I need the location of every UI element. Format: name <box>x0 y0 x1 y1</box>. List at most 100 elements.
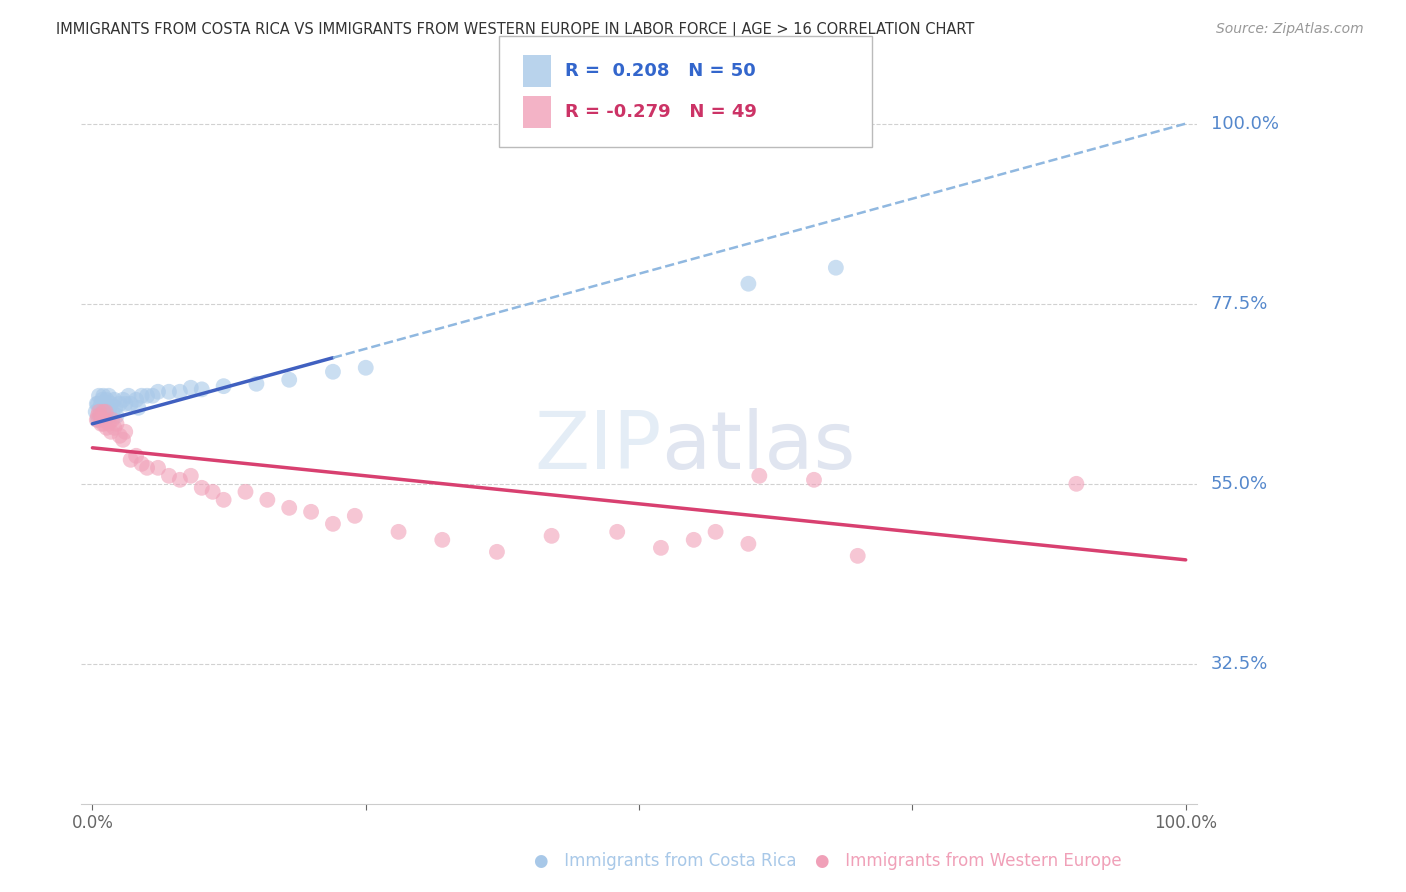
Point <box>103 392 125 407</box>
Text: 100.0%: 100.0% <box>1211 115 1278 133</box>
Point <box>737 277 759 291</box>
Point <box>278 373 301 387</box>
Point <box>748 468 770 483</box>
Text: IMMIGRANTS FROM COSTA RICA VS IMMIGRANTS FROM WESTERN EUROPE IN LABOR FORCE | AG: IMMIGRANTS FROM COSTA RICA VS IMMIGRANTS… <box>56 22 974 38</box>
Point <box>112 433 135 447</box>
Point <box>89 409 111 423</box>
Point <box>146 384 169 399</box>
Point <box>87 405 110 419</box>
Point <box>84 405 107 419</box>
Point <box>97 417 120 431</box>
Point <box>322 516 344 531</box>
Point <box>101 405 124 419</box>
Point <box>682 533 704 547</box>
Point <box>105 409 128 423</box>
Point <box>136 389 159 403</box>
Point <box>245 376 267 391</box>
Point <box>100 397 122 411</box>
Point <box>108 429 131 443</box>
Point <box>650 541 672 555</box>
Point <box>824 260 846 275</box>
Point <box>146 460 169 475</box>
Point <box>142 389 165 403</box>
Point <box>96 409 118 423</box>
Point <box>87 409 110 423</box>
Text: atlas: atlas <box>661 408 856 485</box>
Point <box>322 365 344 379</box>
Point <box>157 384 180 399</box>
Point <box>704 524 727 539</box>
Point <box>125 449 148 463</box>
Point <box>104 401 127 415</box>
Text: ZIP: ZIP <box>534 408 661 485</box>
Point <box>114 397 136 411</box>
Point <box>100 425 122 439</box>
Point <box>91 413 114 427</box>
Point <box>212 492 235 507</box>
Point <box>212 379 235 393</box>
Point <box>101 413 124 427</box>
Point <box>235 484 257 499</box>
Point <box>87 389 110 403</box>
Text: R =  0.208   N = 50: R = 0.208 N = 50 <box>565 62 756 80</box>
Point <box>112 392 135 407</box>
Point <box>87 397 110 411</box>
Point <box>540 529 562 543</box>
Text: 32.5%: 32.5% <box>1211 655 1268 673</box>
Point <box>136 460 159 475</box>
Point <box>93 405 115 419</box>
Point <box>114 425 136 439</box>
Point <box>387 524 409 539</box>
Text: ●   Immigrants from Western Europe: ● Immigrants from Western Europe <box>815 852 1122 870</box>
Point <box>120 397 142 411</box>
Point <box>93 401 115 415</box>
Point <box>1066 476 1088 491</box>
Point <box>89 401 111 415</box>
Text: R = -0.279   N = 49: R = -0.279 N = 49 <box>565 103 756 121</box>
Point <box>354 360 377 375</box>
Point <box>94 405 117 419</box>
Point <box>606 524 628 539</box>
Point <box>256 492 278 507</box>
Point <box>131 389 153 403</box>
Point <box>180 381 202 395</box>
Point <box>93 409 115 423</box>
Point <box>93 413 115 427</box>
Point <box>94 405 117 419</box>
Point <box>93 405 115 419</box>
Point <box>169 384 191 399</box>
Point <box>97 401 120 415</box>
Point <box>117 389 139 403</box>
Point <box>105 417 128 431</box>
Point <box>108 397 131 411</box>
Point <box>846 549 869 563</box>
Point <box>190 481 212 495</box>
Point <box>125 392 148 407</box>
Point <box>485 545 508 559</box>
Point <box>131 457 153 471</box>
Point <box>432 533 454 547</box>
Point <box>803 473 825 487</box>
Point <box>97 401 120 415</box>
Point <box>299 505 322 519</box>
Point <box>169 473 191 487</box>
Point <box>91 392 114 407</box>
Point <box>87 413 110 427</box>
Point <box>94 397 117 411</box>
Point <box>97 389 120 403</box>
Point <box>93 389 115 403</box>
Point <box>120 452 142 467</box>
Point <box>90 397 112 411</box>
Point <box>86 413 108 427</box>
Point <box>98 409 121 423</box>
Point <box>90 405 112 419</box>
Point <box>201 484 224 499</box>
Text: 77.5%: 77.5% <box>1211 294 1268 313</box>
Text: 55.0%: 55.0% <box>1211 475 1268 492</box>
Point <box>278 500 301 515</box>
Point <box>157 468 180 483</box>
Point <box>86 397 108 411</box>
Point <box>127 401 149 415</box>
Point <box>89 409 111 423</box>
Point <box>103 421 125 435</box>
